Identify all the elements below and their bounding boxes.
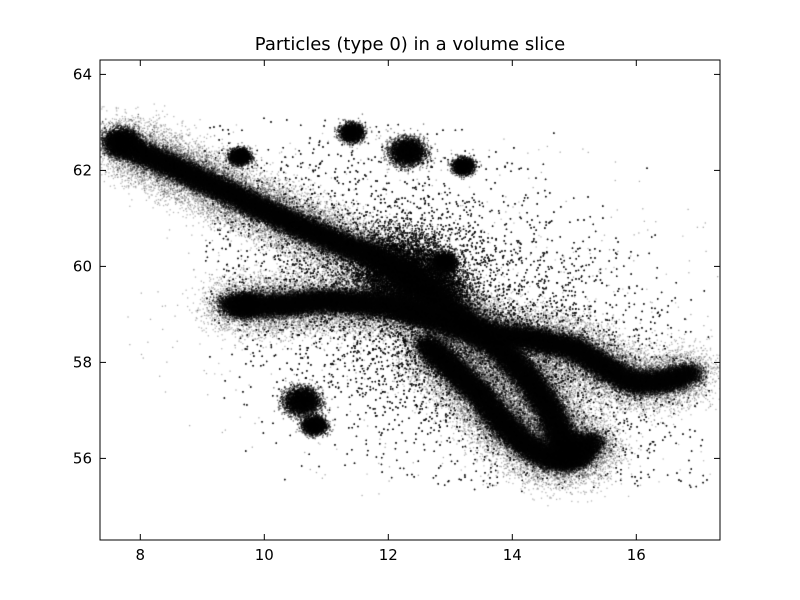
y-tick-label: 60	[73, 257, 92, 275]
y-tick-label: 64	[73, 65, 92, 83]
y-tick-label: 56	[73, 449, 92, 467]
x-tick-label: 14	[503, 546, 522, 564]
axis-ticks: 8 10 12 14 16 56 58 60 62 64	[73, 60, 720, 564]
chart-title: Particles (type 0) in a volume slice	[254, 34, 566, 55]
x-tick-label: 16	[627, 546, 646, 564]
x-tick-label: 12	[379, 546, 398, 564]
y-tick-label: 58	[73, 353, 92, 371]
particle-points	[100, 60, 720, 540]
x-tick-label: 10	[255, 546, 274, 564]
y-tick-label: 62	[73, 161, 92, 179]
particle-density-image	[100, 60, 720, 540]
plot-frame	[99, 59, 721, 541]
x-tick-label: 8	[136, 546, 146, 564]
